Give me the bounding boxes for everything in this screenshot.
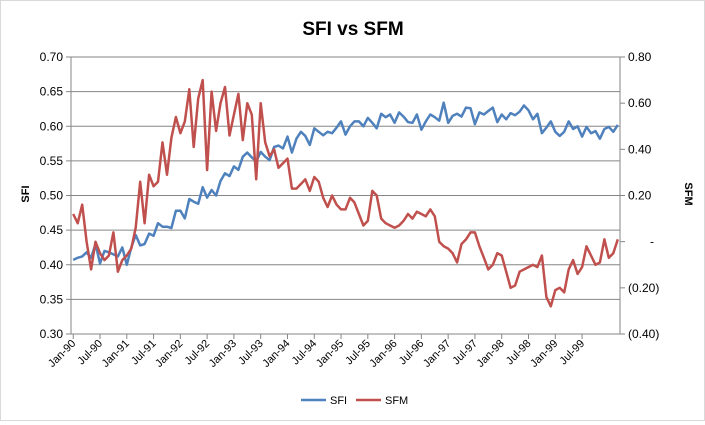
chart-title: SFI vs SFM: [302, 19, 403, 40]
y-left-tick-label: 0.30: [40, 327, 64, 341]
y-right-tick-label: 0.40: [628, 142, 652, 156]
y-left-tick-label: 0.65: [40, 85, 64, 99]
y-right-tick-label: (0.40): [628, 327, 659, 341]
y-right-tick-label: 0.80: [628, 50, 652, 64]
legend-label-sfm: SFM: [385, 395, 408, 407]
y-left-tick-label: 0.45: [40, 223, 64, 237]
x-tick-label: Jan-98: [475, 338, 507, 370]
y-axis-left-label: SFI: [20, 185, 32, 202]
y-left-tick-label: 0.35: [40, 292, 64, 306]
gridlines: [70, 56, 621, 335]
y-right-tick-label: 0.20: [628, 189, 652, 203]
y-right-tick-label: (0.20): [628, 281, 659, 295]
y-axis-left-ticks: 0.70 0.65 0.60 0.55 0.50 0.45 0.40 0.35 0.30: [40, 50, 71, 341]
x-tick-label: Jan-95: [314, 338, 346, 370]
y-left-tick-label: 0.40: [40, 258, 64, 272]
series-line-sfm: [72, 78, 619, 308]
x-tick-label: Jan-96: [367, 338, 399, 370]
x-tick-label: Jan-97: [421, 338, 453, 370]
x-tick-label: Jan-90: [46, 338, 78, 370]
y-left-tick-label: 0.50: [40, 189, 64, 203]
x-tick-label: Jan-99: [528, 338, 560, 370]
x-axis-ticks: Jan-90Jul-90Jan-91Jul-91Jan-92Jul-92Jan-…: [46, 334, 587, 370]
legend: SFI SFM: [301, 395, 408, 407]
x-tick-label: Jan-93: [207, 338, 239, 370]
y-axis-right-label: SFM: [682, 182, 694, 205]
y-left-tick-label: 0.60: [40, 119, 64, 133]
x-tick-label: Jul-99: [558, 338, 588, 368]
y-left-tick-label: 0.55: [40, 154, 64, 168]
legend-label-sfi: SFI: [330, 395, 347, 407]
y-right-tick-label: 0.60: [628, 96, 652, 110]
x-tick-label: Jan-91: [100, 338, 132, 370]
x-tick-label: Jan-94: [260, 338, 292, 370]
series-group: [72, 78, 619, 308]
y-axis-right-ticks: 0.80 0.60 0.40 0.20 - (0.20) (0.40): [620, 50, 659, 341]
series-line-sfi: [72, 101, 619, 267]
x-tick-label: Jan-92: [153, 338, 185, 370]
y-left-tick-label: 0.70: [40, 50, 64, 64]
y-right-tick-label: -: [650, 235, 654, 249]
